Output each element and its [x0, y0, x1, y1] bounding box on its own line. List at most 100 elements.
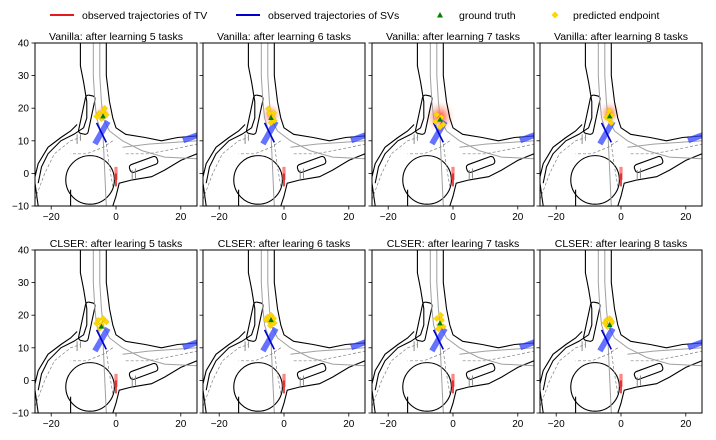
predicted-endpoint — [432, 118, 439, 126]
road-boundary — [203, 124, 246, 177]
plot-area — [540, 43, 702, 206]
dashed-lane — [575, 347, 618, 362]
legend-tv-label: observed trajectories of TV — [82, 10, 207, 22]
plot-area — [35, 250, 197, 413]
median-island-north — [78, 301, 96, 342]
surrounding-vehicle — [687, 335, 702, 351]
road-boundary — [280, 360, 365, 413]
y-tick-label: 30 — [18, 71, 30, 82]
x-tick-label: −20 — [43, 212, 60, 223]
y-tick-label: 20 — [18, 104, 30, 115]
road-boundary — [542, 250, 593, 391]
lane-centerline — [109, 130, 197, 160]
road-boundary — [205, 43, 256, 184]
dashed-lane — [462, 143, 534, 155]
x-tick-label: −20 — [548, 419, 565, 430]
y-tick-label: −10 — [12, 202, 29, 213]
sv-trajectory — [263, 329, 276, 350]
y-tick-label: 30 — [18, 278, 30, 289]
panel-title: Vanilla: after learning 6 tasks — [217, 31, 351, 43]
predicted-endpoint — [93, 320, 100, 327]
panel-6: CLSER: after learing 6 tasks −20 0 20 — [199, 238, 366, 430]
predicted-endpoint — [436, 123, 444, 131]
panel-3: Vanilla: after learning 7 tasks −20 0 20 — [368, 31, 535, 223]
lane-centerline — [607, 341, 612, 413]
panel-title: CLSER: after learing 6 tasks — [218, 238, 350, 250]
y-tick-label: 0 — [23, 169, 29, 180]
x-tick-label: 20 — [343, 419, 355, 430]
x-tick-label: 0 — [618, 419, 624, 430]
ground-truth-marker — [98, 323, 105, 329]
x-tick-label: 0 — [281, 419, 287, 430]
roundabout-island — [570, 155, 620, 205]
lane-centerline — [597, 250, 606, 335]
panel-title: Vanilla: after learning 5 tasks — [49, 31, 183, 43]
dashed-lane — [273, 144, 282, 187]
y-tick-label: −10 — [12, 409, 29, 420]
predicted-endpoint — [267, 322, 274, 329]
dashed-lane — [610, 351, 619, 394]
median-island-east — [465, 362, 496, 380]
y-tick-label: 20 — [18, 311, 30, 322]
dashed-lane — [407, 347, 450, 362]
roundabout-island — [65, 362, 115, 412]
panel-title: CLSER: after learing 7 tasks — [387, 238, 519, 250]
plot-area — [372, 250, 534, 413]
road-boundary — [105, 43, 197, 142]
surrounding-vehicle — [182, 335, 197, 351]
dashed-lane — [372, 344, 418, 407]
lane-centerline — [597, 43, 606, 128]
road-boundary — [372, 124, 415, 177]
panels-grid: Vanilla: after learning 5 tasks −20 0 20 −10… — [12, 31, 703, 430]
plot-area — [372, 43, 534, 206]
lane-centerline — [270, 134, 275, 206]
median-island-north — [78, 94, 96, 135]
y-tick-label: 40 — [18, 246, 30, 257]
predicted-endpoint — [601, 319, 609, 327]
predicted-endpoint — [262, 316, 270, 324]
plot-area — [35, 43, 197, 206]
dashed-lane — [125, 143, 197, 155]
road-boundary — [374, 250, 425, 391]
dashed-lane — [610, 144, 619, 187]
surrounding-vehicle — [350, 128, 365, 144]
legend-ground-truth-label: ground truth — [459, 10, 516, 22]
legend-sv-label: observed trajectories of SVs — [268, 10, 399, 22]
surrounding-vehicle — [519, 335, 534, 351]
road-boundary — [203, 331, 246, 384]
dashed-lane — [630, 350, 702, 362]
roundabout-island — [233, 155, 283, 205]
predicted-endpoint — [435, 325, 442, 333]
dashed-lane — [203, 137, 249, 200]
road-boundary — [610, 250, 702, 349]
ground-truth-marker — [268, 114, 274, 120]
road-boundary — [280, 153, 365, 206]
predicted-endpoint — [608, 318, 616, 326]
road-boundary — [617, 360, 702, 413]
road-boundary — [37, 250, 88, 391]
x-tick-label: 20 — [680, 212, 692, 223]
ground-truth-marker — [437, 320, 443, 326]
dashed-lane — [442, 144, 451, 187]
road-boundary — [273, 250, 365, 349]
surrounding-vehicle — [519, 128, 534, 144]
lane-centerline — [446, 130, 534, 160]
median-island-east — [296, 155, 327, 173]
panel-title: CLSER: after learing 5 tasks — [50, 238, 182, 250]
road-boundary — [374, 43, 425, 184]
road-boundary — [205, 250, 256, 391]
dashed-lane — [630, 143, 702, 155]
predicted-endpoint — [606, 107, 613, 115]
dashed-lane — [407, 140, 450, 155]
panel-4: Vanilla: after learning 8 tasks −20 0 20 — [536, 31, 703, 223]
dashed-lane — [372, 137, 418, 200]
lane-centerline — [607, 134, 612, 206]
road-boundary — [610, 43, 702, 142]
x-tick-label: −20 — [43, 419, 60, 430]
dashed-lane — [293, 350, 365, 362]
panel-8: CLSER: after learing 8 tasks −20 0 20 — [536, 238, 703, 430]
sv-trajectory — [95, 122, 108, 143]
lane-centerline — [439, 341, 444, 413]
panel-title: Vanilla: after learning 8 tasks — [554, 31, 688, 43]
legend-predicted-marker — [551, 11, 559, 19]
